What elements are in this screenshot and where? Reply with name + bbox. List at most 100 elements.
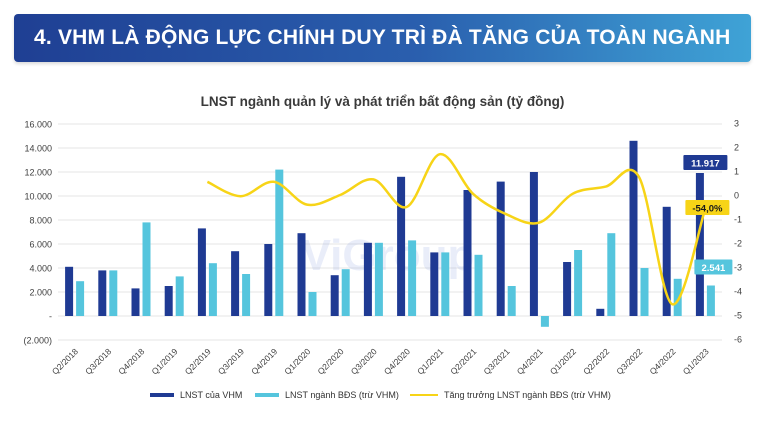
bar-vhm bbox=[695, 172, 704, 316]
bar-vhm bbox=[131, 288, 140, 316]
bar-vhm bbox=[430, 252, 439, 316]
x-tick-label: Q3/2021 bbox=[481, 346, 511, 376]
legend-swatch-growth bbox=[410, 393, 438, 397]
bar-vhm bbox=[98, 270, 107, 316]
bar-sector bbox=[474, 254, 483, 316]
bar-vhm bbox=[164, 286, 173, 316]
x-tick-label: Q4/2019 bbox=[249, 346, 279, 376]
y-right-tick-label: 0 bbox=[734, 191, 739, 201]
x-tick-label: Q1/2019 bbox=[149, 346, 179, 376]
page-title: 4. VHM LÀ ĐỘNG LỰC CHÍNH DUY TRÌ ĐÀ TĂNG… bbox=[34, 26, 731, 49]
bar-sector bbox=[607, 233, 616, 316]
y-left-tick-label: 10.000 bbox=[24, 192, 52, 202]
bar-vhm bbox=[596, 308, 605, 316]
legend-label-growth: Tăng trưởng LNST ngành BĐS (trừ VHM) bbox=[444, 390, 611, 400]
header-banner: 4. VHM LÀ ĐỘNG LỰC CHÍNH DUY TRÌ ĐÀ TĂNG… bbox=[14, 14, 751, 62]
y-left-tick-label: (2.000) bbox=[23, 336, 52, 346]
bar-sector bbox=[175, 276, 184, 316]
bar-vhm bbox=[197, 228, 206, 316]
legend-swatch-vhm bbox=[150, 393, 174, 397]
bar-vhm bbox=[231, 251, 240, 316]
x-tick-label: Q1/2020 bbox=[282, 346, 312, 376]
data-label-growth: -54,0% bbox=[692, 203, 723, 214]
bar-sector bbox=[374, 242, 383, 316]
bar-vhm bbox=[496, 181, 505, 316]
bar-vhm bbox=[629, 140, 638, 316]
bar-vhm bbox=[65, 266, 74, 316]
data-label-sector-box bbox=[694, 259, 733, 275]
y-right-tick-label: 1 bbox=[734, 167, 739, 177]
bar-vhm bbox=[297, 233, 306, 316]
x-tick-label: Q2/2020 bbox=[315, 346, 345, 376]
bar-sector bbox=[507, 286, 516, 316]
bar-sector bbox=[706, 285, 715, 316]
legend-item-sector: LNST ngành BĐS (trừ VHM) bbox=[255, 390, 399, 400]
y-right-tick-label: 3 bbox=[734, 119, 739, 129]
y-right-tick-label: -2 bbox=[734, 239, 742, 249]
bar-vhm bbox=[529, 172, 538, 316]
x-tick-label: Q4/2022 bbox=[647, 346, 677, 376]
bar-sector bbox=[142, 222, 151, 316]
x-tick-label: Q4/2021 bbox=[515, 346, 545, 376]
series-line-growth bbox=[206, 152, 707, 306]
x-tick-label: Q2/2018 bbox=[50, 346, 80, 376]
y-right-tick-label: -3 bbox=[734, 263, 742, 273]
y-right-tick-label: 2 bbox=[734, 143, 739, 153]
legend-item-vhm: LNST của VHM bbox=[150, 390, 242, 400]
x-tick-label: Q4/2020 bbox=[382, 346, 412, 376]
bar-sector bbox=[640, 268, 649, 316]
chart-legend: LNST của VHM LNST ngành BĐS (trừ VHM) Tă… bbox=[0, 390, 765, 406]
bar-vhm bbox=[264, 244, 273, 316]
x-tick-label: Q2/2022 bbox=[581, 346, 611, 376]
bar-vhm bbox=[563, 262, 572, 316]
data-label-vhm: 11.917 bbox=[691, 158, 720, 169]
x-tick-label: Q3/2019 bbox=[216, 346, 246, 376]
y-left-tick-label: 14.000 bbox=[24, 144, 52, 154]
bar-sector bbox=[109, 270, 118, 316]
y-left-tick-label: 12.000 bbox=[24, 168, 52, 178]
y-left-tick-label: 4.000 bbox=[29, 264, 52, 274]
y-right-tick-label: -5 bbox=[734, 311, 742, 321]
bar-vhm bbox=[397, 176, 406, 316]
bar-vhm bbox=[330, 275, 339, 316]
bar-vhm bbox=[463, 190, 472, 316]
x-tick-label: Q3/2022 bbox=[614, 346, 644, 376]
y-right-tick-label: -4 bbox=[734, 287, 742, 297]
bar-sector bbox=[408, 240, 417, 316]
bar-sector bbox=[341, 269, 350, 316]
bar-sector bbox=[673, 278, 682, 316]
legend-swatch-sector bbox=[255, 393, 279, 397]
x-tick-label: Q4/2018 bbox=[116, 346, 146, 376]
y-left-tick-label: 6.000 bbox=[29, 240, 52, 250]
data-label-sector: 2.541 bbox=[702, 263, 726, 274]
y-left-tick-label: - bbox=[49, 312, 52, 322]
legend-item-growth: Tăng trưởng LNST ngành BĐS (trừ VHM) bbox=[410, 390, 611, 400]
x-tick-label: Q3/2018 bbox=[83, 346, 113, 376]
x-tick-label: Q1/2021 bbox=[415, 346, 445, 376]
x-tick-label: Q3/2020 bbox=[349, 346, 379, 376]
x-tick-label: Q1/2022 bbox=[548, 346, 578, 376]
legend-label-vhm: LNST của VHM bbox=[180, 390, 243, 400]
y-left-tick-label: 2.000 bbox=[29, 288, 52, 298]
bar-sector bbox=[208, 263, 217, 316]
data-label-vhm-box bbox=[683, 154, 728, 170]
bar-vhm bbox=[662, 206, 671, 316]
y-right-tick-label: -6 bbox=[734, 335, 742, 345]
bar-sector bbox=[574, 250, 583, 316]
legend-label-sector: LNST ngành BĐS (trừ VHM) bbox=[285, 390, 399, 400]
x-tick-label: Q2/2021 bbox=[448, 346, 478, 376]
data-label-growth-box bbox=[685, 199, 730, 215]
y-left-tick-label: 16.000 bbox=[24, 120, 52, 130]
bar-sector bbox=[540, 316, 549, 327]
y-left-tick-label: 8.000 bbox=[29, 216, 52, 226]
bar-sector bbox=[76, 281, 85, 316]
x-tick-label: Q1/2023 bbox=[681, 346, 711, 376]
y-right-tick-label: -1 bbox=[734, 215, 742, 225]
chart-title: LNST ngành quản lý và phát triển bất độn… bbox=[200, 94, 565, 109]
bar-sector bbox=[308, 292, 317, 316]
bar-sector bbox=[275, 169, 284, 316]
x-tick-label: Q2/2019 bbox=[183, 346, 213, 376]
bar-sector bbox=[441, 252, 450, 316]
bar-sector bbox=[242, 274, 251, 316]
bar-vhm bbox=[363, 242, 372, 316]
